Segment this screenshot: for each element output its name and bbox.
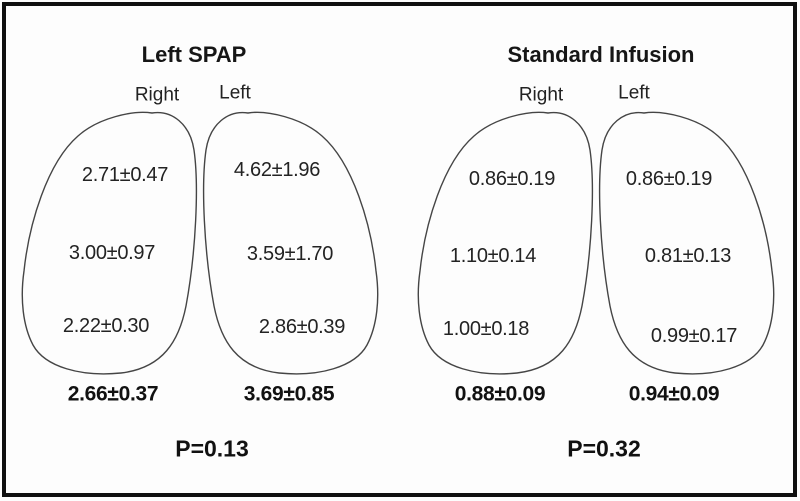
value-upper: 4.62±1.96 xyxy=(233,159,321,181)
value-upper: 0.86±0.19 xyxy=(625,168,713,190)
left-spap-right-lung-outline xyxy=(21,111,198,375)
standard-infusion-left-lung-outline xyxy=(598,111,775,375)
p-value: P=0.32 xyxy=(567,435,641,462)
value-upper: 0.86±0.19 xyxy=(468,168,556,190)
lung-total: 3.69±0.85 xyxy=(243,382,335,406)
value-middle: 3.59±1.70 xyxy=(246,243,334,265)
left-spap-left-lung-outline xyxy=(202,111,379,375)
value-lower: 2.86±0.39 xyxy=(258,316,346,338)
standard-infusion-right-lung-outline xyxy=(417,111,594,375)
panel-title-left-spap: Left SPAP xyxy=(141,42,247,67)
p-value: P=0.13 xyxy=(175,435,249,462)
lung-label-left: Left xyxy=(618,82,650,104)
value-lower: 0.99±0.17 xyxy=(650,325,738,347)
lung-total: 0.88±0.09 xyxy=(454,382,546,406)
value-lower: 2.22±0.30 xyxy=(62,315,150,337)
panel-title-standard-infusion: Standard Infusion xyxy=(507,42,695,67)
lung-total: 0.94±0.09 xyxy=(628,382,720,406)
lung-total: 2.66±0.37 xyxy=(67,382,159,406)
lung-label-left: Left xyxy=(219,82,251,104)
value-middle: 3.00±0.97 xyxy=(68,242,156,264)
lung-label-right: Right xyxy=(518,84,564,106)
value-upper: 2.71±0.47 xyxy=(81,164,169,186)
value-lower: 1.00±0.18 xyxy=(442,318,530,340)
value-middle: 0.81±0.13 xyxy=(644,245,732,267)
value-middle: 1.10±0.14 xyxy=(449,245,537,267)
lung-label-right: Right xyxy=(134,84,180,106)
